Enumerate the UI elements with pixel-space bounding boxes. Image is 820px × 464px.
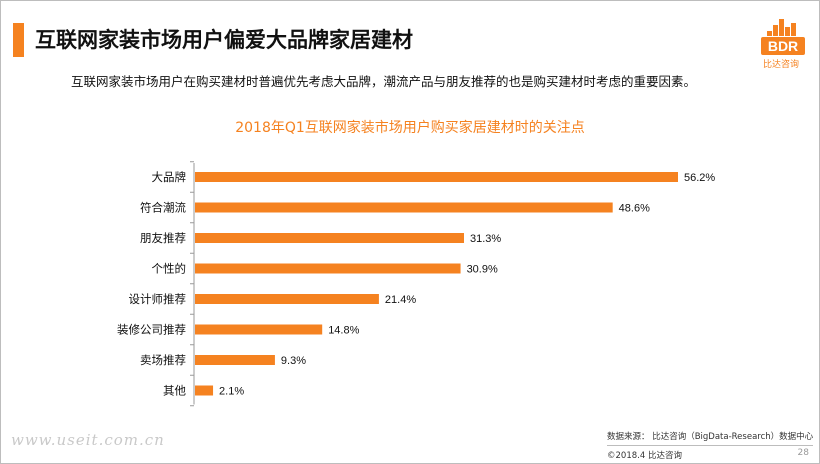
bar bbox=[195, 355, 275, 365]
watermark: www.useit.com.cn bbox=[11, 431, 165, 449]
value-label: 9.3% bbox=[281, 355, 306, 367]
category-label: 个性的 bbox=[152, 262, 187, 276]
bar bbox=[195, 233, 465, 243]
value-label: 2.1% bbox=[219, 386, 244, 398]
bar bbox=[195, 172, 678, 182]
category-label: 装修公司推荐 bbox=[117, 323, 186, 337]
title-accent-bar bbox=[13, 23, 24, 57]
value-label: 56.2% bbox=[684, 172, 715, 184]
bar bbox=[195, 263, 461, 274]
value-label: 48.6% bbox=[619, 203, 650, 215]
bar bbox=[195, 202, 613, 213]
bar-chart: 大品牌 56.2% 符合潮流 48.6% 朋友推荐 31.3% 个性的 30.9% 设计师推荐 2… bbox=[117, 161, 715, 407]
page-number: 28 bbox=[797, 448, 809, 458]
page-subtitle: 互联网家装市场用户在购买建材时普遍优先考虑大品牌，潮流产品与朋友推荐的也是购买建… bbox=[71, 74, 697, 89]
value-label: 21.4% bbox=[385, 294, 416, 306]
footer-divider bbox=[607, 445, 813, 446]
category-label: 卖场推荐 bbox=[140, 353, 186, 367]
bar bbox=[195, 294, 379, 304]
page-title: 互联网家装市场用户偏爱大品牌家居建材 bbox=[35, 28, 413, 52]
bar bbox=[195, 385, 214, 396]
category-label: 大品牌 bbox=[152, 170, 187, 184]
value-label: 30.9% bbox=[467, 264, 498, 276]
data-source: 数据来源： 比达咨询（BigData-Research）数据中心 bbox=[607, 432, 814, 442]
logo-text: BDR bbox=[768, 38, 798, 54]
logo-caption: 比达咨询 bbox=[763, 60, 800, 70]
category-label: 设计师推荐 bbox=[129, 292, 187, 306]
category-label: 其他 bbox=[163, 384, 186, 398]
value-label: 31.3% bbox=[470, 233, 501, 245]
category-label: 符合潮流 bbox=[140, 201, 186, 215]
copyright: ©2018.4 比达咨询 bbox=[607, 451, 682, 461]
bdr-logo-icon: BDR bbox=[761, 19, 805, 55]
category-label: 朋友推荐 bbox=[140, 231, 186, 245]
value-label: 14.8% bbox=[328, 325, 359, 337]
chart-title: 2018年Q1互联网家装市场用户购买家居建材时的关注点 bbox=[235, 120, 585, 136]
bar bbox=[195, 324, 323, 335]
